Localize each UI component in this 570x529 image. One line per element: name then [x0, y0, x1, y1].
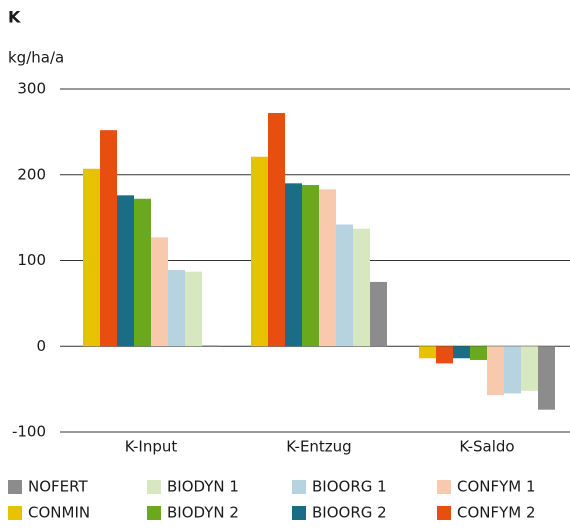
bar — [370, 281, 387, 347]
bar — [185, 271, 202, 347]
legend-swatch — [437, 506, 451, 520]
bar — [336, 224, 353, 347]
legend-label: BIOORG 2 — [312, 504, 387, 522]
legend-label: NOFERT — [28, 478, 88, 496]
legend-label: CONMIN — [28, 504, 90, 522]
bar — [302, 185, 319, 347]
legend-label: BIODYN 2 — [167, 504, 239, 522]
bar — [117, 195, 134, 347]
legend-swatch — [8, 480, 22, 494]
legend-label: CONFYM 2 — [457, 504, 536, 522]
y-tick-label: 100 — [17, 251, 46, 269]
bar — [202, 345, 219, 347]
y-axis-label: kg/ha/a — [8, 49, 64, 67]
y-tick-label: -100 — [12, 423, 46, 441]
legend-swatch — [147, 506, 161, 520]
bar — [353, 228, 370, 347]
legend-swatch — [8, 506, 22, 520]
legend-label: CONFYM 1 — [457, 478, 536, 496]
bar — [251, 156, 268, 347]
legend-label: BIOORG 1 — [312, 478, 387, 496]
legend-swatch — [437, 480, 451, 494]
bar — [470, 346, 487, 360]
y-tick-label: 300 — [17, 80, 46, 98]
y-tick-label: 0 — [36, 337, 46, 355]
bar — [134, 198, 151, 347]
bar — [419, 346, 436, 359]
bar — [83, 168, 100, 347]
chart-title: K — [8, 8, 21, 27]
bar — [538, 346, 555, 410]
bar — [521, 346, 538, 391]
x-tick-label: K-Input — [125, 438, 178, 456]
bar — [319, 189, 336, 347]
bar — [100, 130, 117, 347]
y-tick-label: 200 — [17, 165, 46, 183]
legend-swatch — [147, 480, 161, 494]
legend-swatch — [292, 506, 306, 520]
bar — [453, 346, 470, 359]
legend-label: BIODYN 1 — [167, 478, 239, 496]
legend-swatch — [292, 480, 306, 494]
x-tick-label: K-Saldo — [459, 438, 514, 456]
bar — [285, 183, 302, 347]
bar — [151, 237, 168, 347]
bar — [268, 113, 285, 347]
bar — [436, 346, 453, 364]
bar — [487, 346, 504, 396]
x-tick-label: K-Entzug — [286, 438, 351, 456]
bar — [168, 269, 185, 347]
bar — [504, 346, 521, 394]
